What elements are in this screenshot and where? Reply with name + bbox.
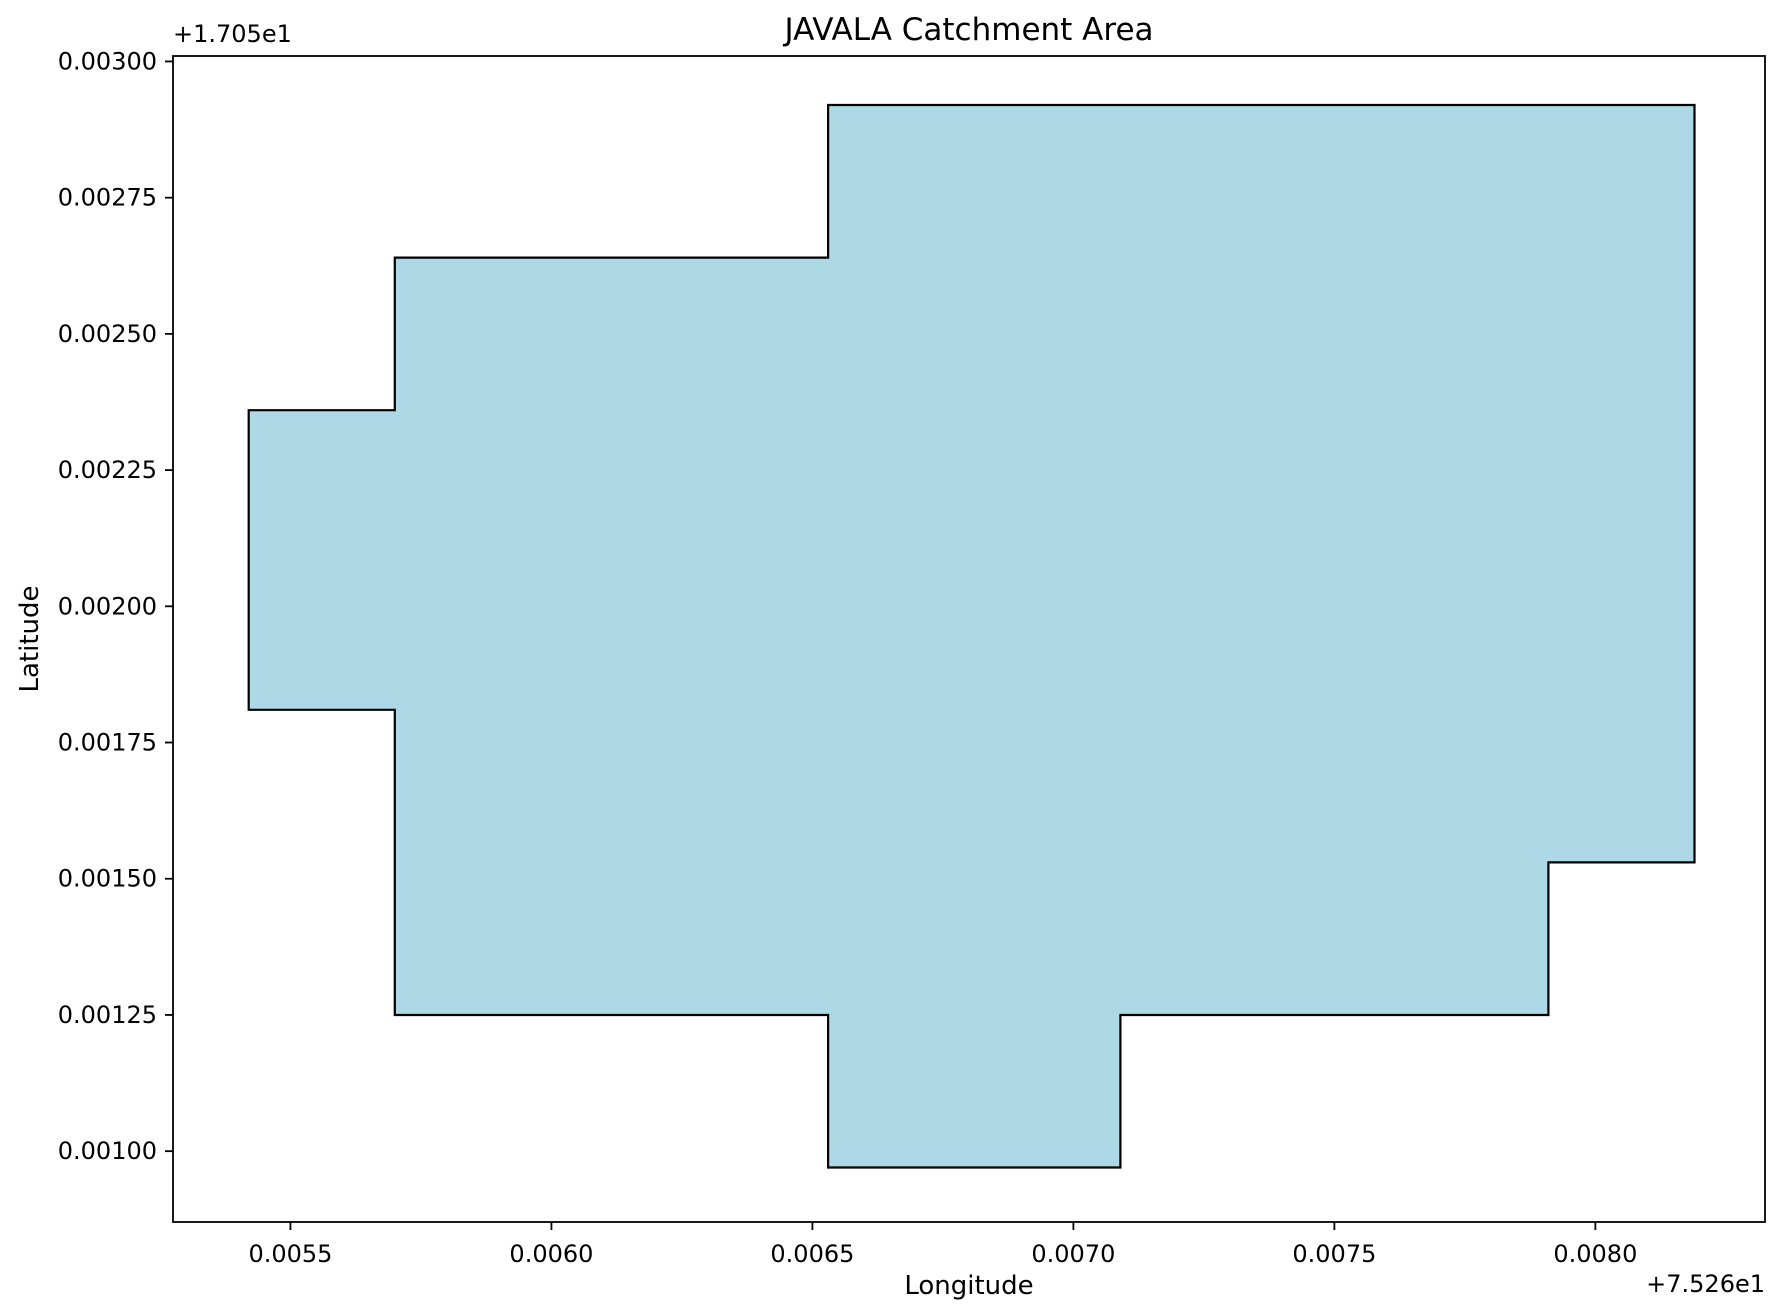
x-tick-label: 0.0080 [1553,1240,1637,1268]
y-tick-label: 0.00225 [58,456,157,484]
x-tick-label: 0.0070 [1031,1240,1115,1268]
y-tick-label: 0.00100 [58,1137,157,1165]
x-tick-label: 0.0060 [509,1240,593,1268]
catchment-area-polygon [247,103,1696,1169]
y-tick-label: 0.00125 [58,1001,157,1029]
x-tick-label: 0.0055 [248,1240,332,1268]
chart-title: JAVALA Catchment Area [782,12,1153,48]
x-axis-offset-label: +7.526e1 [1646,1270,1765,1298]
y-axis-label: Latitude [15,585,45,692]
y-tick-label: 0.00175 [58,729,157,757]
y-axis-offset-label: +1.705e1 [173,20,292,48]
y-tick-label: 0.00250 [58,320,157,348]
y-tick-label: 0.00275 [58,184,157,212]
y-tick-label: 0.00300 [58,47,157,75]
x-tick-label: 0.0065 [770,1240,854,1268]
x-axis-ticks: 0.0055 0.0060 0.0065 0.0070 0.0075 0.0080 [248,1222,1637,1268]
y-tick-label: 0.00200 [58,592,157,620]
y-axis-ticks: 0.00100 0.00125 0.00150 0.00175 0.00200 0.002… [58,47,173,1165]
plot-frame [172,55,1766,1223]
x-axis-label: Longitude [904,1271,1033,1301]
x-tick-label: 0.0075 [1292,1240,1376,1268]
y-tick-label: 0.00150 [58,865,157,893]
